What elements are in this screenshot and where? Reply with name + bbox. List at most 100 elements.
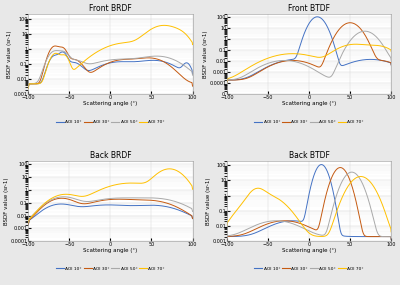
AOI 50° [123,196,128,200]
Line: AOI 50°: AOI 50° [28,197,192,223]
AOI 50° [224,237,229,240]
AOI 50° [68,56,73,59]
AOI 70° [322,235,326,238]
AOI 70° [150,176,154,180]
AOI 30° [321,59,326,62]
AOI 10° [55,53,60,56]
AOI 50° [54,49,59,52]
AOI 70° [100,47,105,50]
AOI 10° [136,204,141,207]
AOI 50° [348,170,353,174]
AOI 30° [136,57,141,60]
AOI 70° [267,56,272,60]
AOI 50° [136,196,141,200]
X-axis label: Scattering angle (°): Scattering angle (°) [83,248,138,253]
AOI 10° [267,225,272,228]
Title: Back BTDF: Back BTDF [289,151,330,160]
AOI 70° [162,24,166,27]
AOI 70° [224,224,229,227]
AOI 30° [348,21,352,25]
AOI 10° [55,203,60,206]
AOI 50° [26,86,31,89]
AOI 70° [190,188,195,191]
AOI 70° [389,230,394,233]
AOI 30° [26,86,31,89]
Line: AOI 70°: AOI 70° [227,176,391,237]
AOI 70° [100,187,105,190]
Line: AOI 10°: AOI 10° [227,17,391,82]
AOI 30° [190,217,195,220]
AOI 70° [224,80,229,84]
AOI 10° [224,80,229,84]
AOI 10° [254,71,258,75]
AOI 10° [100,63,105,67]
AOI 30° [348,21,353,25]
AOI 70° [68,193,73,196]
AOI 10° [334,210,339,213]
AOI 70° [190,43,195,46]
AOI 70° [353,42,358,46]
AOI 70° [348,181,353,184]
Line: AOI 30°: AOI 30° [227,168,391,239]
AOI 10° [26,86,31,89]
AOI 70° [55,194,60,198]
AOI 10° [322,20,326,23]
AOI 70° [299,52,304,56]
AOI 30° [321,203,326,206]
AOI 50° [55,49,60,52]
AOI 50° [61,195,66,198]
AOI 30° [389,238,394,241]
AOI 50° [321,233,326,237]
AOI 70° [55,52,60,55]
AOI 50° [100,198,105,201]
AOI 70° [254,62,258,65]
AOI 30° [299,60,304,63]
AOI 70° [136,37,140,40]
AOI 30° [26,223,31,226]
AOI 10° [389,63,394,67]
AOI 30° [100,199,105,202]
AOI 30° [123,198,128,201]
AOI 30° [123,58,128,61]
AOI 50° [150,196,155,200]
AOI 30° [299,222,304,225]
AOI 50° [334,193,339,197]
AOI 10° [299,40,304,44]
AOI 50° [55,196,60,199]
AOI 10° [315,15,320,19]
AOI 50° [334,64,339,68]
X-axis label: Scattering angle (°): Scattering angle (°) [282,101,336,106]
AOI 30° [100,64,105,68]
AOI 50° [348,38,353,42]
AOI 50° [123,57,128,61]
AOI 30° [55,197,60,200]
AOI 30° [254,227,258,231]
AOI 70° [26,87,31,90]
AOI 10° [224,237,229,241]
AOI 70° [68,63,73,66]
AOI 50° [349,170,354,174]
AOI 30° [68,56,73,60]
AOI 30° [254,72,258,76]
AOI 50° [190,74,195,77]
AOI 50° [68,196,73,200]
AOI 50° [136,56,141,60]
AOI 30° [334,31,339,34]
AOI 10° [123,204,128,207]
AOI 10° [100,203,105,207]
AOI 10° [322,164,326,168]
AOI 10° [348,61,353,64]
AOI 10° [150,59,155,62]
AOI 10° [348,235,353,238]
AOI 30° [338,166,342,169]
AOI 50° [267,220,272,223]
AOI 70° [348,43,353,46]
Line: AOI 30°: AOI 30° [28,46,192,87]
AOI 30° [55,45,60,48]
AOI 50° [26,221,31,224]
AOI 10° [319,163,324,166]
AOI 70° [254,187,258,190]
AOI 50° [224,80,229,84]
X-axis label: Scattering angle (°): Scattering angle (°) [83,101,138,106]
Legend: AOI 10°, AOI 30°, AOI 50°, AOI 70°: AOI 10°, AOI 30°, AOI 50°, AOI 70° [54,265,167,273]
